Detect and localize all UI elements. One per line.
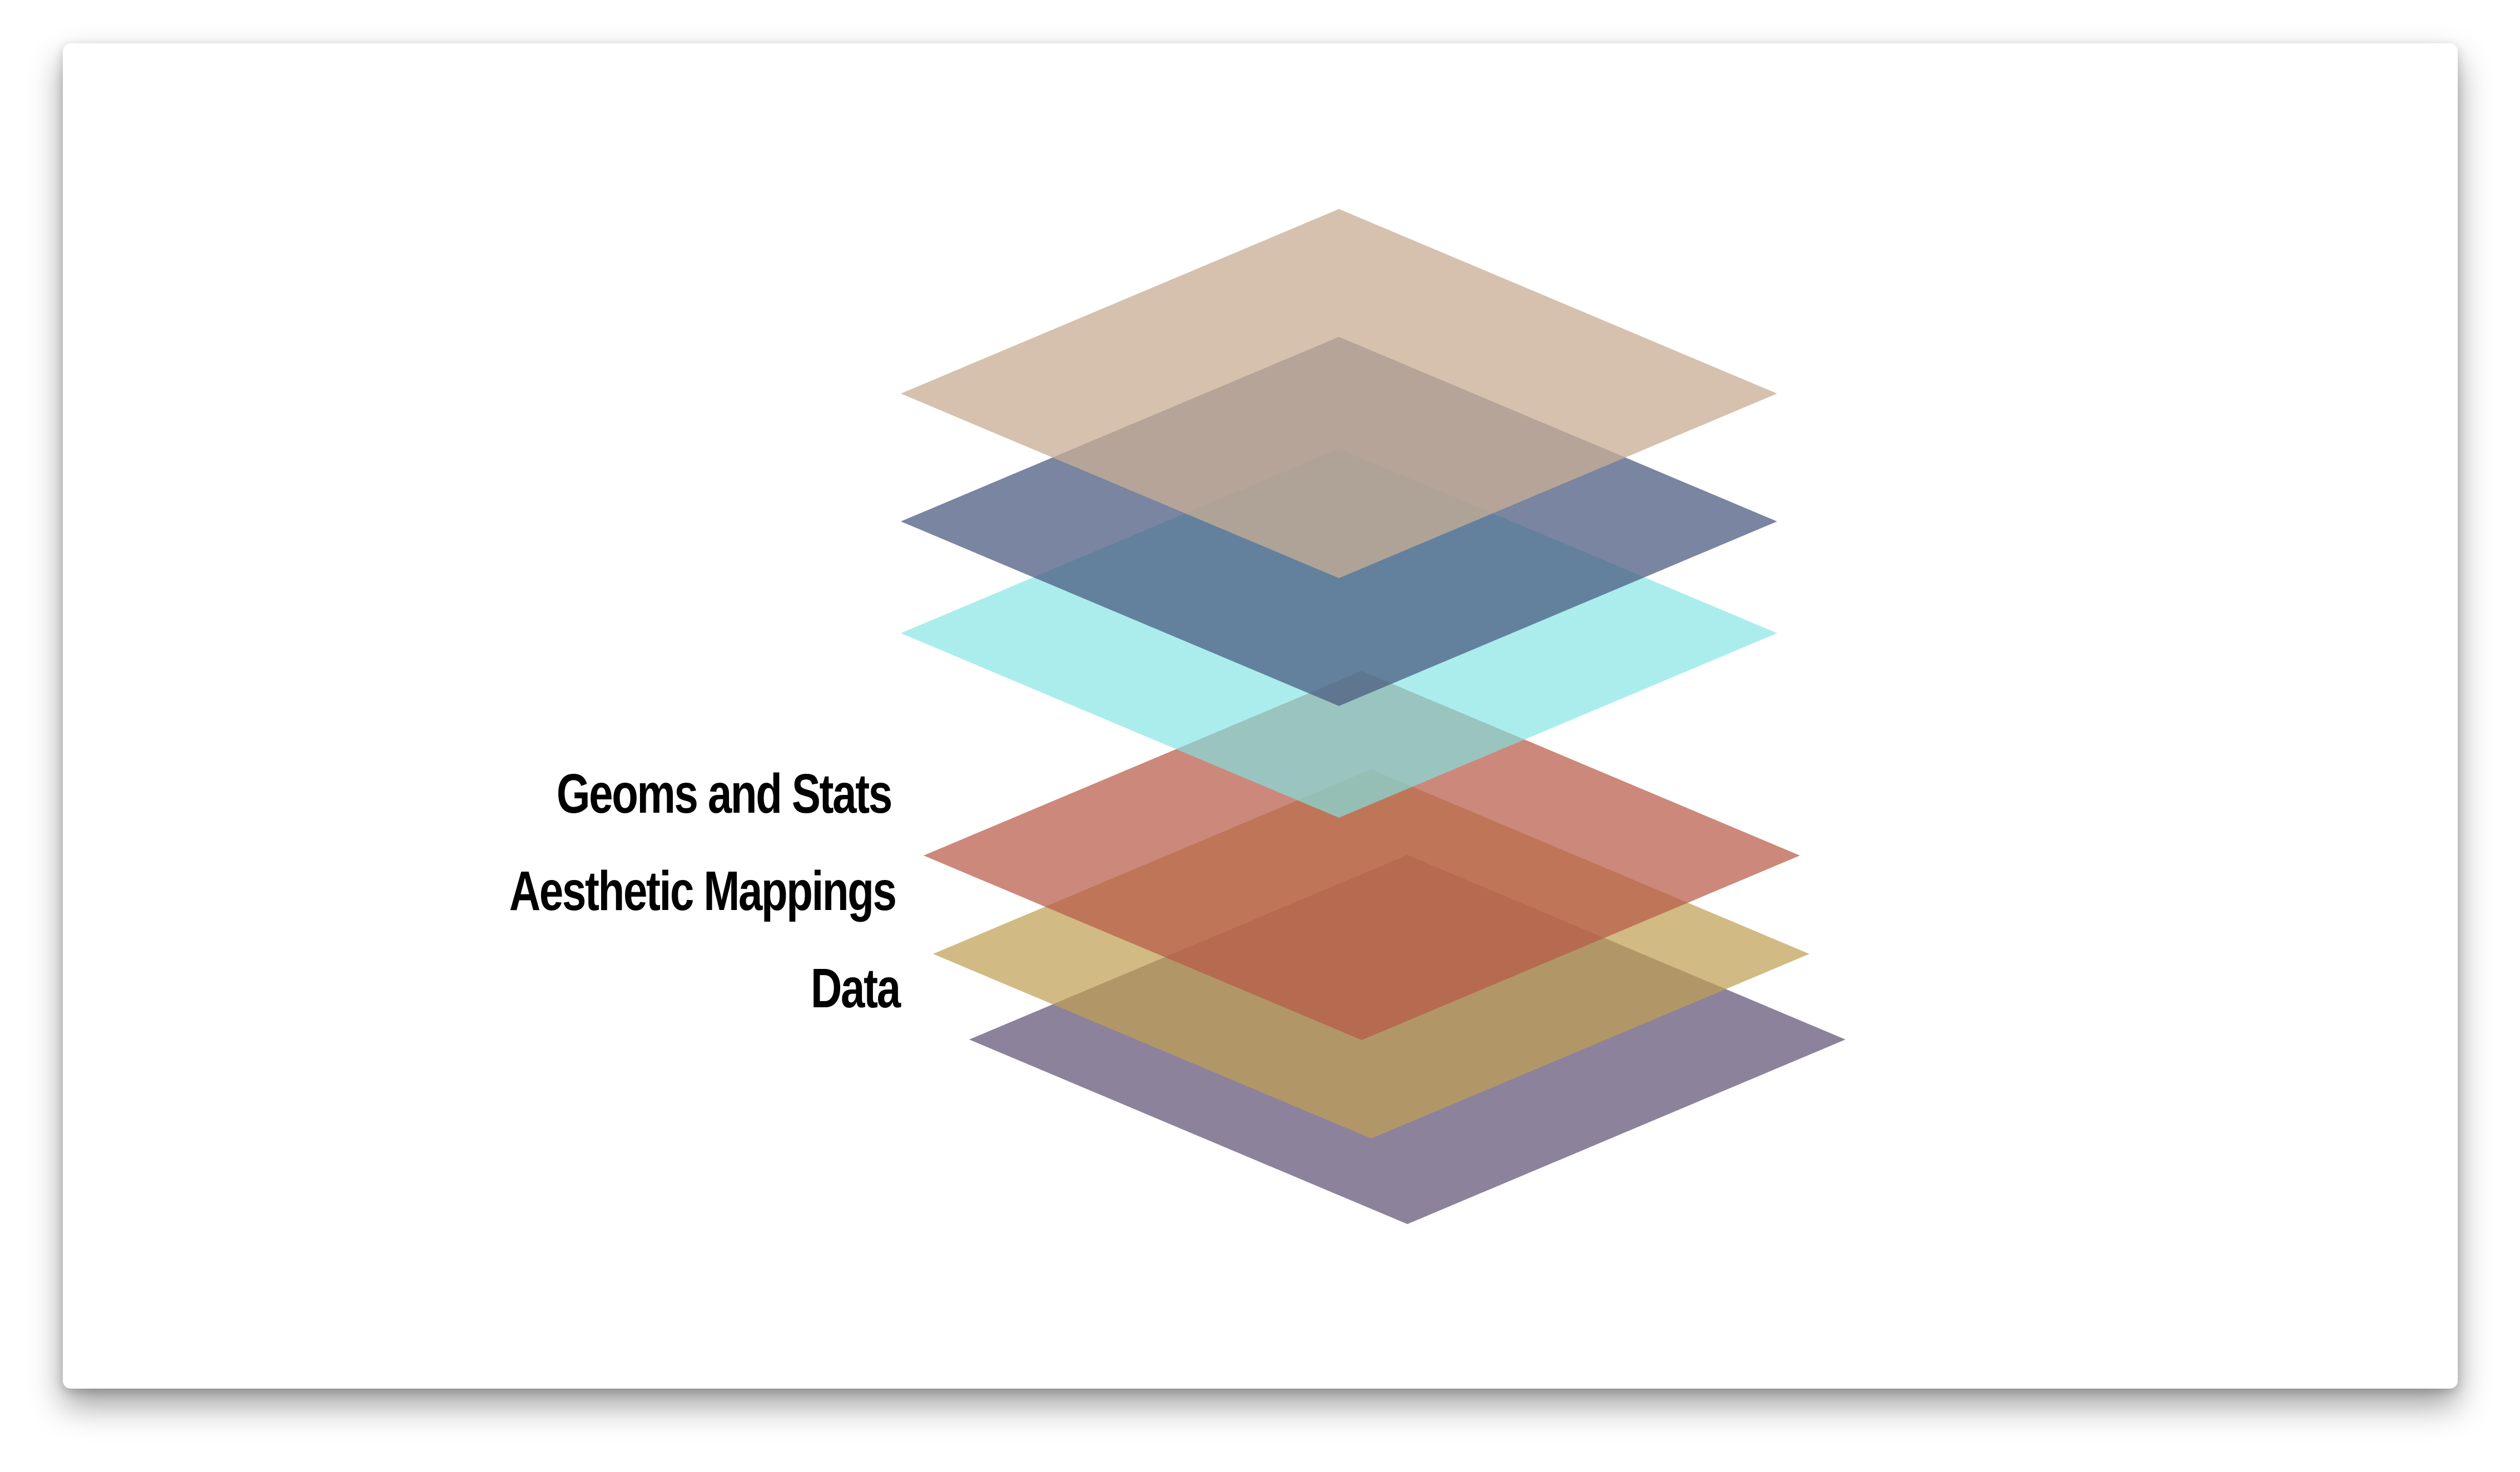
data-label: Data — [811, 957, 901, 1020]
layer-top-tan-plane — [901, 209, 1777, 578]
layer-labels: Geoms and Stats Aesthetic Mappings Data — [63, 43, 901, 1389]
aesthetic-mappings-label: Aesthetic Mappings — [509, 860, 897, 922]
layer-geoms-stats-plane — [924, 671, 1800, 1040]
geoms-and-stats-label: Geoms and Stats — [556, 763, 892, 825]
slide: Geoms and Stats Aesthetic Mappings Data — [63, 43, 2458, 1389]
layer-stack-diagram — [901, 209, 1846, 1224]
